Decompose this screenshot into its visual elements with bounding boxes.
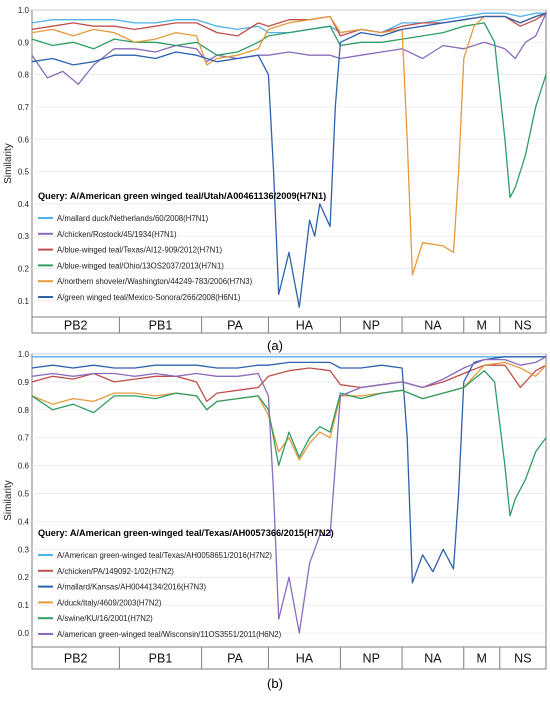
segment-label-m: M <box>477 319 487 333</box>
segment-label-m: M <box>477 652 487 666</box>
y-tick-label: 0.8 <box>18 406 30 415</box>
query-title: Query: A/American green-winged teal/Texa… <box>38 528 334 538</box>
y-tick-label: 0.9 <box>18 38 30 47</box>
legend-entry: A/duck/Italy/4609/2003(H7N2) <box>57 598 162 607</box>
legend-entry: A/American green-winged teal/Texas/AH005… <box>57 551 272 560</box>
y-tick-label: 0.5 <box>18 490 30 499</box>
segment-label-np: NP <box>363 652 380 666</box>
y-tick-label: 0.1 <box>18 601 30 610</box>
segment-label-pa: PA <box>227 652 243 666</box>
y-tick-label: 0.4 <box>18 517 30 526</box>
y-tick-label: 0.7 <box>18 103 30 112</box>
legend-entry: A/mallard duck/Netherlands/60/2008(H7N1) <box>57 214 209 223</box>
segment-label-np: NP <box>363 319 380 333</box>
series-line-3 <box>31 22 547 199</box>
legend-entry: A/northern shoveler/Washington/44249-783… <box>57 277 253 286</box>
series-line-5 <box>31 12 547 308</box>
segment-label-pb2: PB2 <box>64 652 88 666</box>
legend-entry: A/swine/KU/16/2001(H7N2) <box>57 614 153 623</box>
y-tick-label: 0.4 <box>18 200 30 209</box>
legend-entry: A/american green-winged teal/Wisconsin/1… <box>57 630 282 639</box>
legend-entry: A/green winged teal/Mexico-Sonora/266/20… <box>57 293 241 302</box>
y-tick-label: 0.9 <box>18 378 30 387</box>
y-tick-label: 0.2 <box>18 573 30 582</box>
y-axis-label: Similarity <box>3 143 14 184</box>
segment-label-pb1: PB1 <box>149 652 173 666</box>
segment-label-na: NA <box>424 319 442 333</box>
series-line-2 <box>31 356 547 584</box>
segment-label-na: NA <box>424 652 442 666</box>
y-tick-label: 0.2 <box>18 265 30 274</box>
segment-label-ns: NS <box>514 319 531 333</box>
y-tick-label: 0.6 <box>18 462 30 471</box>
y-tick-label: 0.8 <box>18 71 30 80</box>
panel-label: (b) <box>267 676 283 691</box>
legend-entry: A/chicken/Rostock/45/1934(H7N1) <box>57 230 177 239</box>
segment-label-ha: HA <box>296 319 314 333</box>
segment-label-pb2: PB2 <box>64 319 88 333</box>
legend-entry: A/chicken/PA/149092-1/02(H7N2) <box>57 567 174 576</box>
panel-b: 1.0 0.9 0.8 0.7 0.6 0.5 0.4 0.3 0.2 0.1 0.0 PB2 PB1 P… <box>3 350 547 691</box>
y-tick-label: 0.1 <box>18 297 30 306</box>
y-tick-label: 0.3 <box>18 545 30 554</box>
legend-entry: A/blue-winged teal/Ohio/13OS2037/2013(H7… <box>57 261 224 270</box>
y-tick-label: 0.6 <box>18 135 30 144</box>
y-tick-label: 0.5 <box>18 168 30 177</box>
panel-a: 1.0 0.9 0.8 0.7 0.6 0.5 0.4 0.3 0.2 0.1 PB2 PB1 PA HA… <box>3 6 547 353</box>
series-line-5 <box>31 356 547 634</box>
legend-entry: A/blue-winged teal/Texas/AI12-909/2012(H… <box>57 246 223 255</box>
segment-label-ns: NS <box>514 652 531 666</box>
y-tick-label: 1.0 <box>18 6 30 15</box>
panel-label: (a) <box>267 338 283 353</box>
legend-entry: A/mallard/Kansas/AH0044134/2016(H7N3) <box>57 583 206 592</box>
series-line-1 <box>31 12 547 85</box>
segment-label-ha: HA <box>296 652 314 666</box>
series-line-3 <box>31 361 547 461</box>
series-line-4 <box>31 370 547 517</box>
y-tick-label: 1.0 <box>18 350 30 359</box>
series-line-1 <box>31 364 547 403</box>
y-axis-label: Similarity <box>3 480 14 521</box>
y-tick-label: 0.7 <box>18 434 30 443</box>
segment-label-pb1: PB1 <box>149 319 173 333</box>
y-tick-label: 0.3 <box>18 232 30 241</box>
series-line-4 <box>31 12 547 276</box>
y-tick-label: 0.0 <box>18 629 30 638</box>
segment-label-pa: PA <box>227 319 243 333</box>
query-title: Query: A/American green winged teal/Utah… <box>38 191 326 201</box>
